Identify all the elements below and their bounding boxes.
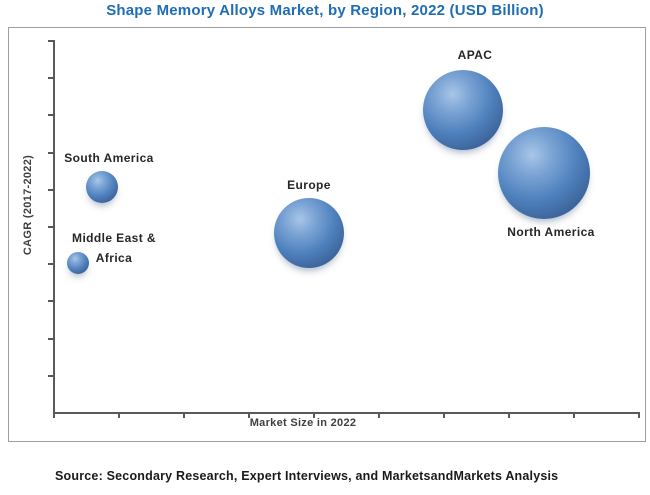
bubble-label-middle-east-africa: Middle East & Africa xyxy=(72,228,156,268)
x-axis-tick xyxy=(508,412,510,418)
x-axis-tick xyxy=(53,412,55,418)
y-axis-tick xyxy=(48,40,54,42)
bubble-label-line: APAC xyxy=(457,48,493,62)
x-axis-tick xyxy=(183,412,185,418)
x-axis-tick xyxy=(313,412,315,418)
bubble-south-america xyxy=(85,170,118,203)
bubble-north-america xyxy=(497,127,590,220)
y-axis-tick xyxy=(48,151,54,154)
y-axis-line xyxy=(53,40,55,413)
bubble-label-line: Africa xyxy=(95,251,133,265)
bubble-middle-east-africa xyxy=(66,252,89,275)
y-axis-tick xyxy=(48,226,54,228)
x-axis-tick xyxy=(248,412,250,418)
x-axis-label: Market Size in 2022 xyxy=(249,417,357,429)
source-note: Source: Secondary Research, Expert Inter… xyxy=(55,469,559,483)
y-axis-tick xyxy=(48,188,54,191)
y-axis-label: CAGR (2017-2022) xyxy=(22,154,34,256)
bubble-label-line: South America xyxy=(64,151,154,165)
y-axis-tick xyxy=(48,300,54,303)
x-axis-tick xyxy=(638,412,640,418)
y-axis-tick xyxy=(48,263,54,266)
bubble-label-europe: Europe xyxy=(287,175,331,195)
plot-border-box: CAGR (2017-2022) Market Size in 2022 APA… xyxy=(8,27,646,442)
bubble-label-line: North America xyxy=(507,225,595,239)
y-axis-tick xyxy=(48,337,54,340)
x-axis-tick xyxy=(573,412,575,418)
bubble-label-south-america: South America xyxy=(64,148,153,168)
y-axis-tick xyxy=(48,77,54,80)
x-axis-tick xyxy=(118,412,120,418)
bubble-label-apac: APAC xyxy=(458,45,493,65)
chart-title: Shape Memory Alloys Market, by Region, 2… xyxy=(106,2,544,19)
bubble-label-line: Middle East & xyxy=(72,231,156,245)
x-axis-tick xyxy=(378,412,380,418)
y-axis-tick xyxy=(48,114,54,117)
bubble-label-line: Europe xyxy=(287,178,331,192)
plot-area: CAGR (2017-2022) Market Size in 2022 APA… xyxy=(9,28,645,441)
y-axis-tick xyxy=(48,374,54,377)
bubble-label-north-america: North America xyxy=(507,222,594,242)
x-axis-tick xyxy=(443,412,445,418)
x-axis-line xyxy=(53,412,639,414)
bubble-europe xyxy=(274,197,345,268)
bubble-apac xyxy=(422,69,503,150)
